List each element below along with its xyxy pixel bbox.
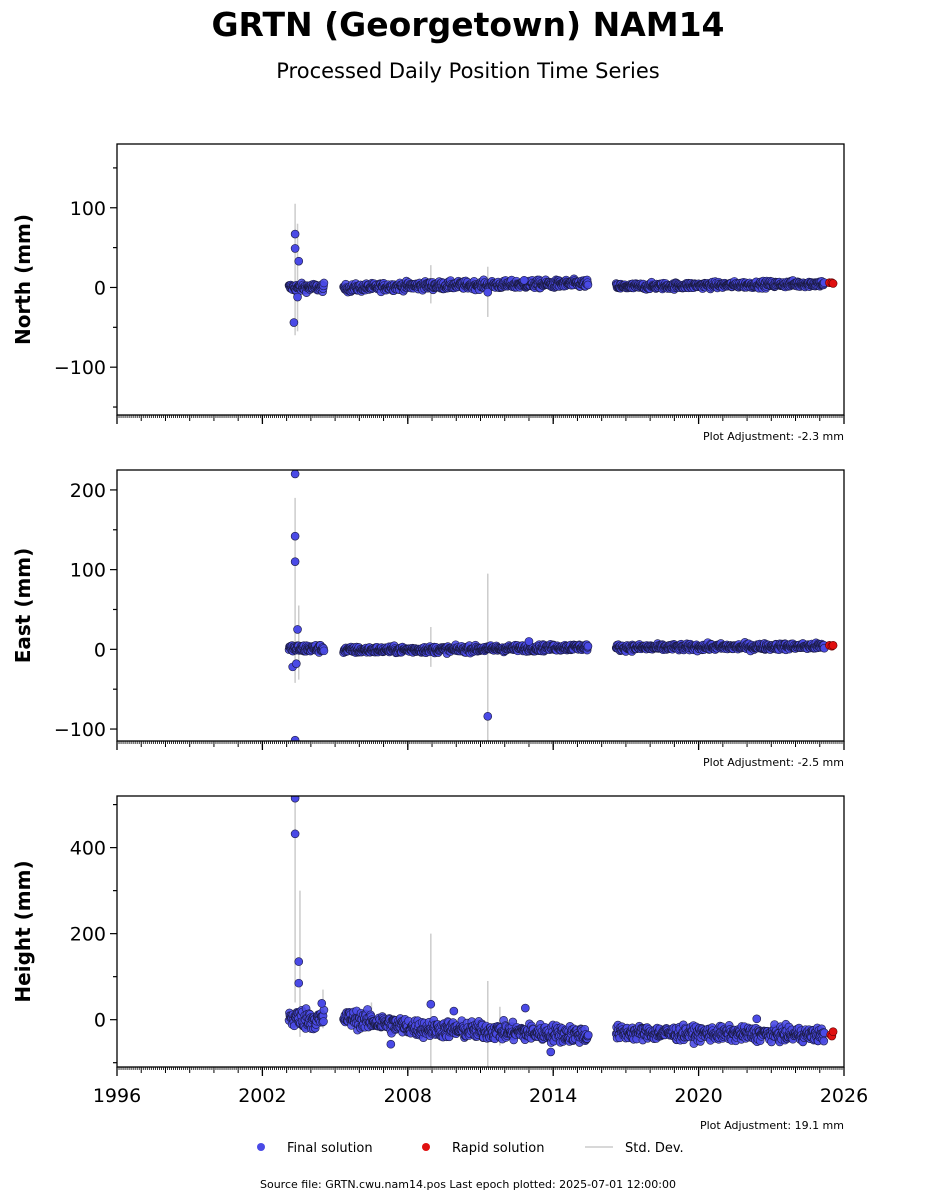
plot-area <box>284 796 838 1067</box>
final-point <box>583 280 593 290</box>
final-point <box>319 646 329 656</box>
north-panel: −100 0 100 North (mm) Plot Adjustment: -2.3 … <box>11 143 845 443</box>
legend-rapid-label: Rapid solution <box>452 1141 544 1156</box>
y-tick-label: 0 <box>94 277 106 299</box>
legend-final-marker <box>257 1143 265 1151</box>
rapid-point <box>828 641 838 650</box>
final-point <box>386 1039 396 1049</box>
final-point <box>290 796 300 803</box>
final-point <box>290 229 300 239</box>
plot-area <box>284 470 838 741</box>
final-point <box>546 1047 556 1057</box>
final-point <box>426 999 436 1009</box>
final-point <box>752 1014 762 1024</box>
y-axis-label: Height (mm) <box>11 860 35 1002</box>
plot-area <box>284 203 838 336</box>
final-point <box>519 275 529 285</box>
final-point <box>294 256 304 266</box>
chart-subtitle: Processed Daily Position Time Series <box>276 59 660 83</box>
y-tick-label: −100 <box>54 357 106 379</box>
y-tick-label: 100 <box>70 560 106 582</box>
final-point <box>319 1017 328 1026</box>
rapid-point <box>828 1027 838 1037</box>
y-tick-label: 0 <box>94 1010 106 1032</box>
east-panel: −100 0 100 200 East (mm) Plot Adjustment: -2.… <box>11 469 845 769</box>
chart-title: GRTN (Georgetown) NAM14 <box>211 5 724 44</box>
y-tick-label: 400 <box>70 838 106 860</box>
axes-frame <box>116 469 845 742</box>
plot-adjustment: Plot Adjustment: -2.3 mm <box>703 430 844 443</box>
source-note: Source file: GRTN.cwu.nam14.pos Last epo… <box>260 1178 676 1191</box>
y-axis-label: North (mm) <box>11 214 35 345</box>
final-point <box>293 625 302 634</box>
final-point <box>294 957 304 966</box>
x-tick-label: 1996 <box>93 1085 141 1107</box>
legend-final-label: Final solution <box>287 1141 373 1156</box>
y-tick-label: 0 <box>94 639 106 661</box>
final-point <box>290 470 300 479</box>
final-point <box>483 287 493 297</box>
y-tick-label: −100 <box>54 719 106 741</box>
final-point <box>290 735 300 741</box>
final-point <box>524 637 534 646</box>
plot-adjustment: Plot Adjustment: 19.1 mm <box>700 1119 844 1132</box>
x-tick-label: 2026 <box>820 1085 868 1107</box>
y-tick-label: 200 <box>70 924 106 946</box>
final-point <box>521 1003 530 1013</box>
x-tick-label: 2014 <box>529 1085 577 1107</box>
final-point <box>292 659 301 668</box>
x-tick-label: 2020 <box>674 1085 722 1107</box>
final-point <box>290 829 300 839</box>
final-point <box>293 292 302 302</box>
final-point <box>449 1006 459 1016</box>
final-point <box>483 711 493 721</box>
height-panel: 0 200 400 Height (mm) Plot Adjustment: 19.1 … <box>11 795 868 1132</box>
final-point <box>294 978 304 988</box>
final-point <box>583 641 593 651</box>
x-tick-label: 2002 <box>238 1085 286 1107</box>
x-tick-label: 2008 <box>384 1085 432 1107</box>
final-point <box>290 531 300 541</box>
rapid-point <box>828 279 838 288</box>
y-tick-label: 200 <box>70 480 106 502</box>
final-point <box>290 244 300 253</box>
plot-adjustment: Plot Adjustment: -2.5 mm <box>703 756 844 769</box>
legend-rapid-marker <box>422 1143 430 1151</box>
legend: Final solution Rapid solution Std. Dev. <box>257 1141 684 1156</box>
final-point <box>583 1030 593 1040</box>
final-point <box>290 557 300 566</box>
final-point <box>317 999 327 1008</box>
y-tick-label: 100 <box>70 198 106 220</box>
y-axis-label: East (mm) <box>11 548 35 664</box>
final-point <box>319 278 329 288</box>
legend-stddev-label: Std. Dev. <box>625 1141 684 1156</box>
final-point <box>819 1036 829 1046</box>
final-point <box>289 318 299 327</box>
